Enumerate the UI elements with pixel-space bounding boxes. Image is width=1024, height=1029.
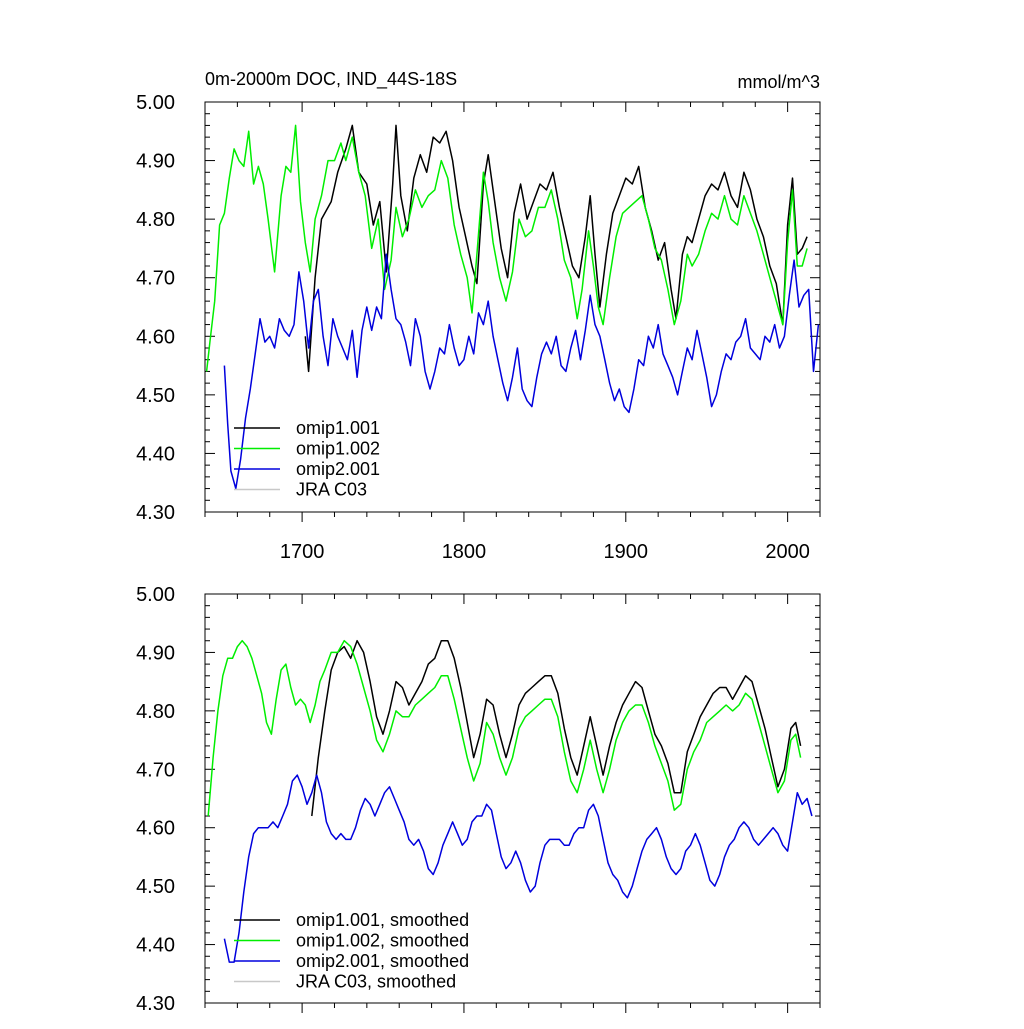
x-tick-label: 1800 bbox=[442, 541, 487, 563]
y-tick-label: 4.60 bbox=[136, 326, 175, 348]
series-line-omip1-002 bbox=[205, 124, 808, 372]
chart-title: 0m-2000m DOC, IND_44S-18S bbox=[205, 69, 457, 90]
legend-label: omip1.001, smoothed bbox=[296, 910, 469, 930]
y-tick-label: 4.90 bbox=[136, 642, 175, 664]
x-tick-label: 2000 bbox=[765, 541, 810, 563]
series-line-omip2-001-smoothed bbox=[223, 774, 813, 963]
series-line-omip1-002-smoothed bbox=[207, 639, 802, 817]
legend-label: omip1.002 bbox=[296, 439, 380, 459]
y-tick-label: 4.30 bbox=[136, 993, 175, 1015]
legend-label: omip2.001, smoothed bbox=[296, 951, 469, 971]
legend-label: omip1.001 bbox=[296, 418, 380, 438]
y-tick-label: 4.50 bbox=[136, 876, 175, 898]
y-tick-label: 4.80 bbox=[136, 209, 175, 231]
x-tick-label: 1900 bbox=[604, 541, 649, 563]
y-tick-label: 5.00 bbox=[136, 92, 175, 114]
y-tick-label: 4.30 bbox=[136, 502, 175, 524]
legend-label: omip2.001 bbox=[296, 459, 380, 479]
y-tick-label: 5.00 bbox=[136, 584, 175, 606]
top-panel: 4.30 4.40 4.50 4.60 4.70 4.80 4.90 5.00 1700 1800… bbox=[136, 69, 821, 563]
y-tick-label: 4.50 bbox=[136, 385, 175, 407]
y-tick-label: 4.90 bbox=[136, 151, 175, 173]
y-tick-label: 4.70 bbox=[136, 268, 175, 290]
plot-frame bbox=[204, 593, 821, 1004]
legend-label: JRA C03, smoothed bbox=[296, 972, 456, 992]
legend-label: JRA C03 bbox=[296, 480, 367, 500]
units-label: mmol/m^3 bbox=[738, 72, 820, 92]
plot-frame bbox=[204, 101, 821, 513]
y-tick-label: 4.60 bbox=[136, 818, 175, 840]
series-line-omip2-001 bbox=[223, 253, 820, 490]
bottom-panel: 4.30 4.40 4.50 4.60 4.70 4.80 4.90 5.00 omip1.00… bbox=[136, 584, 821, 1015]
y-tick-label: 4.40 bbox=[136, 443, 175, 465]
series-line-omip1-001 bbox=[304, 124, 808, 373]
y-tick-label: 4.70 bbox=[136, 759, 175, 781]
series-line-omip1-001-smoothed bbox=[311, 639, 802, 817]
legend-label: omip1.002, smoothed bbox=[296, 931, 469, 951]
x-tick-label: 1700 bbox=[280, 541, 325, 563]
y-tick-label: 4.80 bbox=[136, 701, 175, 723]
y-tick-label: 4.40 bbox=[136, 935, 175, 957]
